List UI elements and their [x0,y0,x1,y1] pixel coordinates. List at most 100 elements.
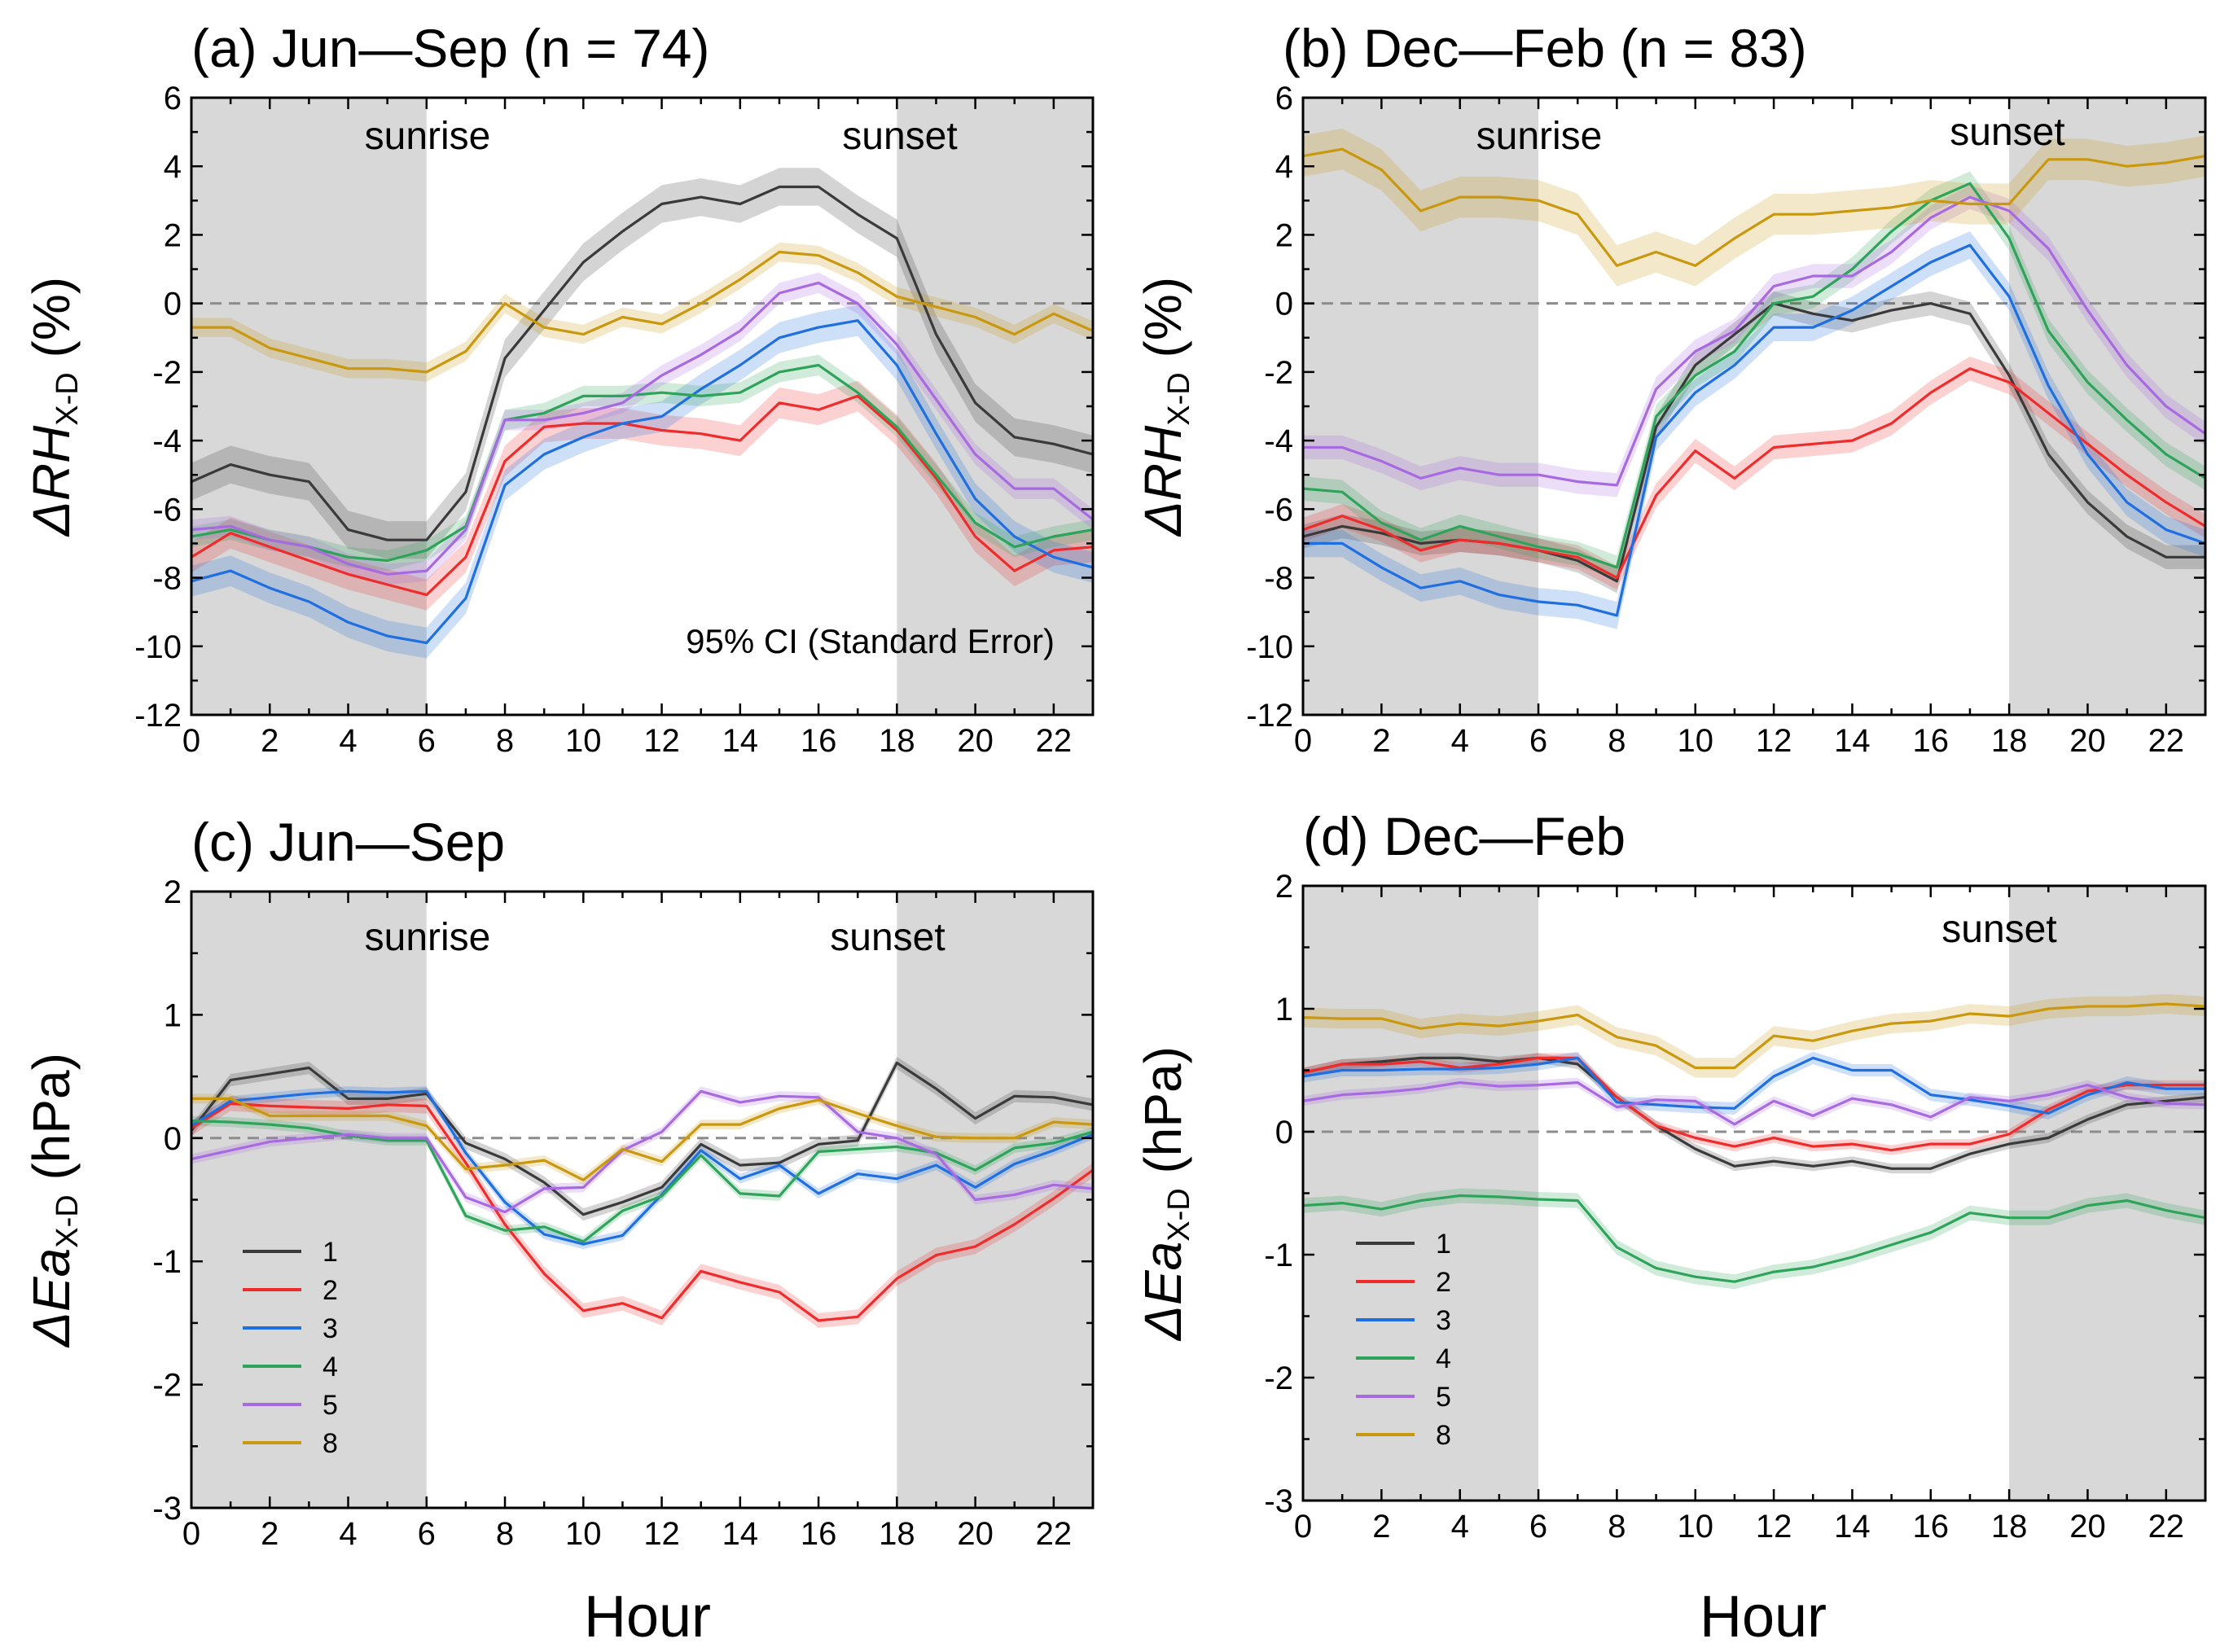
x-tick-label: 6 [1529,1509,1547,1545]
y-tick-label: 0 [1275,1115,1293,1150]
ci-band-series-4 [191,354,1093,572]
y-tick-label: 6 [164,81,182,116]
panel-title: (b) Dec—Feb (n = 83) [1283,18,1807,78]
legend-label-3: 3 [1436,1305,1451,1336]
series-line-3 [191,1089,1093,1246]
x-tick-label: 2 [261,723,279,759]
series-line-3 [1303,1056,2205,1115]
y-tick-label: -1 [1264,1238,1293,1273]
y-tick-label: -3 [152,1491,182,1527]
y-tick-label: -2 [1264,355,1293,391]
x-tick-label: 12 [1756,723,1792,759]
y-axis-title-symbol: ΔEa [1134,1242,1192,1342]
x-tick-label: 14 [722,723,759,759]
x-tick-label: 16 [1913,723,1950,759]
series-line-8 [191,250,1093,374]
sunrise-annotation: sunrise [1476,115,1603,158]
series-line-1 [1303,1056,2205,1170]
series-group [191,168,1093,659]
panel-b: 0 2 4 6 8 10 12 14 16 18 20 22-12-10-8-6-4-20246(b)… [1134,18,2207,759]
series-line-4 [1303,182,2205,569]
y-tick-label: -3 [1264,1483,1293,1519]
y-axis-title-subscript: X-D [1162,372,1196,425]
y-axis-title: ΔEaX-D (hPa) [22,1053,85,1348]
legend-label-2: 2 [1436,1267,1451,1298]
night-shading-evening [2009,98,2205,715]
y-tick-label: 4 [1275,149,1293,185]
x-tick-label: 12 [643,723,680,759]
x-tick-label: 22 [2148,723,2185,759]
x-tick-label: 4 [339,723,357,759]
legend: 1 2 3 4 5 8 [243,1237,338,1459]
y-axis-title: ΔEaX-D (hPa) [1134,1046,1196,1342]
x-tick-label: 4 [1451,723,1469,759]
night-shading-morning [191,892,427,1508]
y-axis-title-subscript: X-D [1162,1188,1196,1241]
x-tick-label: 8 [1608,1509,1626,1545]
series-line-5 [191,1089,1093,1214]
y-tick-label: -2 [1264,1361,1293,1396]
x-tick-label: 8 [496,723,514,759]
legend-label-1: 1 [322,1237,338,1268]
y-tick-label: 4 [164,149,182,185]
y-tick-label: -4 [1264,423,1293,459]
y-tick-label: -6 [152,492,182,528]
x-tick-label: 18 [879,723,915,759]
series-line-3 [191,319,1093,645]
y-axis-title-unit: (%) [1134,277,1192,372]
y-axis-title-symbol: ΔEa [22,1248,81,1348]
y-tick-label: -6 [1264,492,1293,528]
legend: 1 2 3 4 5 8 [1356,1229,1451,1451]
x-axis-title-right: Hour [1700,1584,1827,1650]
panel-title: (c) Jun—Sep [191,812,505,872]
y-axis-title-unit: (%) [22,277,81,372]
x-tick-label: 14 [1834,723,1871,759]
x-tick-label: 16 [1913,1509,1950,1545]
x-tick-label: 18 [879,1516,915,1552]
x-tick-label: 10 [1677,1509,1713,1545]
night-shading-evening [897,892,1093,1508]
series-line-1 [191,1061,1093,1216]
y-axis-title-unit: (hPa) [1134,1046,1192,1188]
series-group [1303,128,2205,629]
series-line-3 [1303,243,2205,617]
sunrise-annotation: sunrise [365,115,491,158]
y-tick-label: 1 [164,997,182,1033]
x-tick-label: 8 [1608,723,1626,759]
y-axis-title: ΔRHX-D (%) [1134,277,1196,537]
x-tick-label: 22 [2148,1509,2185,1545]
x-tick-label: 10 [565,1516,602,1552]
night-shading-evening [897,98,1093,715]
x-tick-label: 2 [1372,1509,1390,1545]
sunset-annotation: sunset [1941,908,2056,951]
x-tick-label: 20 [957,723,994,759]
x-tick-label: 2 [1372,723,1390,759]
series-group [1303,993,2205,1290]
series-line-2 [1303,1056,2205,1152]
series-line-8 [191,1097,1093,1181]
panel-a: 0 2 4 6 8 10 12 14 16 18 20 22 -12 -10 -8 -6 -4 -2 0 2 4 6 (a)… [22,18,1095,759]
night-shading-evening [2009,886,2205,1501]
x-tick-label: 20 [2069,723,2106,759]
y-tick-label: 2 [1275,217,1293,253]
x-tick-label: 2 [261,1516,279,1552]
y-tick-label: 2 [1275,869,1293,905]
x-tick-label: 14 [722,1516,759,1552]
panel-title: (d) Dec—Feb [1303,806,1626,866]
x-tick-label: 14 [1834,1509,1871,1545]
legend-label-5: 5 [1436,1382,1451,1413]
legend-label-2: 2 [322,1275,338,1306]
x-tick-label: 18 [1991,723,2028,759]
y-tick-label: -8 [1264,561,1293,597]
legend-label-3: 3 [322,1313,338,1344]
y-tick-label: -2 [152,355,182,391]
x-tick-label: 0 [182,723,200,759]
x-tick-label: 6 [1529,723,1547,759]
y-axis-title-symbol: ΔRH [1134,425,1192,537]
x-tick-label: 12 [1756,1509,1792,1545]
y-tick-label: -2 [152,1368,182,1404]
x-tick-label: 8 [496,1516,514,1552]
series-group [191,1056,1093,1328]
